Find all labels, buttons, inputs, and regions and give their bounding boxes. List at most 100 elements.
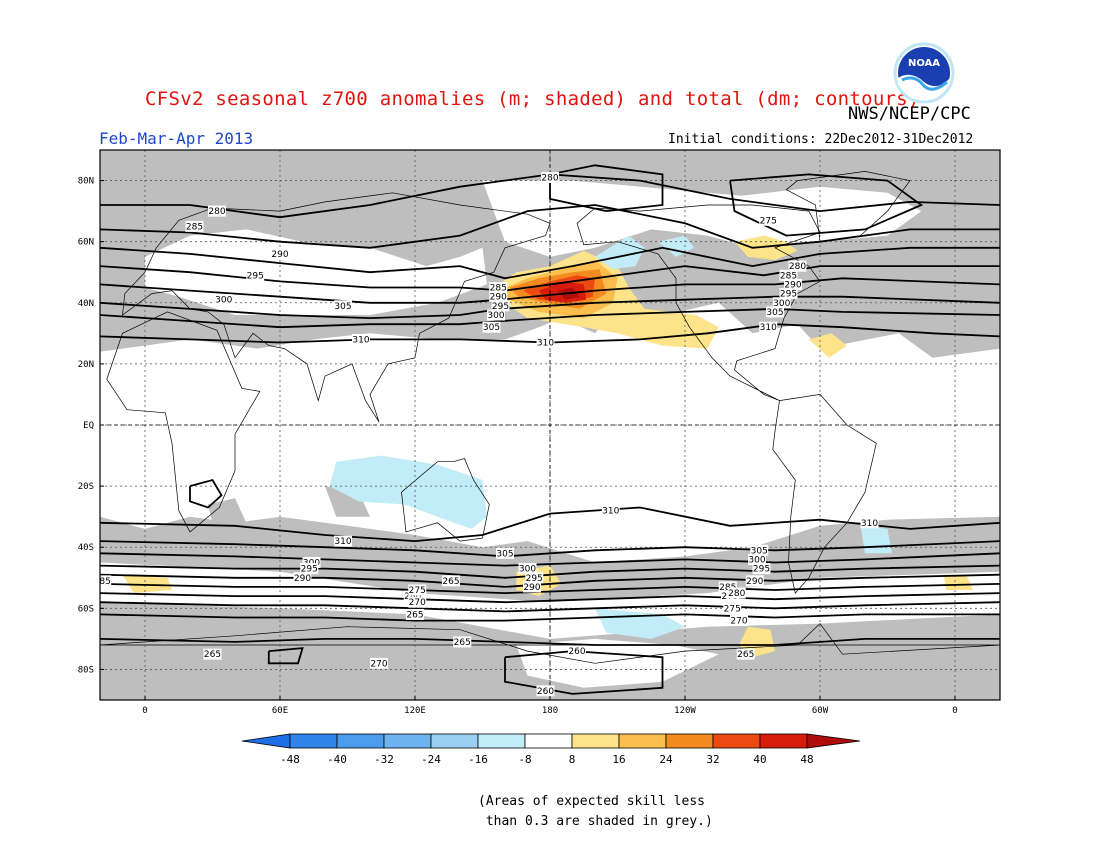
contour-label-bg [489,291,508,303]
contour-label-bg [271,248,289,260]
contour-label: 300 [215,296,232,306]
contour-label-bg [730,615,748,627]
lat-tick-label: 20N [78,360,94,370]
lon-tick-label: 60W [812,706,829,716]
contour-label: 275 [760,216,777,226]
contour-label: 270 [370,659,387,669]
contour-label-bg [208,205,226,217]
colorbar-label: -8 [518,753,531,766]
colorbar-label: 24 [659,753,673,766]
coastlines [100,171,1000,664]
contour-label-bg [185,220,204,232]
colorbar-swatch [477,733,526,749]
contour-label-bg [860,517,879,529]
contour-label: 265 [204,650,221,660]
contour-label: 305 [334,302,351,312]
height-contour [100,506,1000,543]
contour-label-bg [718,581,737,593]
height-contour [100,613,1000,622]
contour-label-bg [752,563,771,575]
contour-label: 305 [766,308,783,318]
contour-label: 285 [94,577,111,587]
contour-label: 290 [294,574,311,584]
lon-tick-label: 0 [952,706,957,716]
colorbar-label: 32 [706,753,719,766]
contour-label-bg [766,306,784,318]
contour-label: 280 [541,174,558,184]
colorbar-swatch [524,733,573,749]
colorbar-swatch [430,733,479,749]
contour-label: 260 [537,687,554,697]
contour-label-bg [203,648,222,660]
contour-label-bg [352,333,370,345]
coastline [100,623,1000,664]
season-label: Feb-Mar-Apr 2013 [99,129,254,148]
contour-label-bg [302,557,321,568]
contour-label-bg [601,505,620,517]
contour-label-bg [334,300,352,312]
colorbar-label: -16 [468,753,488,766]
contour-label-bg [723,602,742,614]
contour-label: 300 [748,555,765,565]
contour-label: 280 [208,207,225,217]
contour-label: 265 [454,638,471,648]
lat-tick-label: 60S [78,604,94,614]
contour-label-bg [453,636,472,648]
contour-label: 310 [537,339,554,349]
lon-tick-label: 0 [142,706,147,716]
contour-label-bg [788,260,807,272]
contour-label-bg [370,657,388,669]
coastline [401,458,490,542]
noaa-logo: NOAA [893,42,955,104]
contour-label-bg [772,297,791,309]
colorbar-swatch [712,733,761,749]
contour-label: 270 [730,617,747,627]
skill-region [100,562,1000,639]
contour-label: 280 [728,589,745,599]
contour-label: 290 [271,250,288,260]
contour-label: 280 [789,262,806,272]
contour-label-bg [750,544,769,556]
contour-label: 270 [409,598,426,608]
height-contour [100,583,1000,595]
contour-label: 295 [492,302,509,312]
contour-label: 290 [523,583,540,593]
contour-label-bg [541,172,559,183]
contour-label-bg [759,321,778,333]
contour-label-bg [727,587,746,599]
contour-label-bg [246,269,265,281]
contour-label-bg [406,608,424,620]
colorbar-label: -40 [327,753,347,766]
contour-label-bg [334,535,352,547]
contour-label: 305 [483,323,500,333]
contour-label-bg [487,309,505,321]
lat-tick-label: EQ [83,421,94,431]
contour-label: 265 [406,610,423,620]
height-contour [100,564,1000,579]
lon-tick-label: 120W [674,706,696,716]
contour-label: 300 [519,565,536,575]
colorbar-label: 16 [612,753,625,766]
contour-label-bg [745,575,764,587]
contour-label: 295 [247,271,264,281]
colorbar-label: 40 [753,753,766,766]
height-contour [100,540,1000,558]
height-contour [100,323,1000,344]
lon-tick-label: 120E [404,706,426,716]
contour-label: 295 [753,565,770,575]
height-contour [100,638,1000,646]
contour-label-bg [736,648,755,660]
contour-label-bg [408,596,427,608]
noaa-logo-text: NOAA [908,58,940,69]
agency-label: NWS/NCEP/CPC [848,104,971,124]
height-contour [189,478,223,509]
anomaly-region [860,525,892,554]
contour-label-bg [748,553,766,565]
axis-labels: 80N 60N 40N 20N EQ 20S 40S 60S 80S 0 60E 120E 180 120… [78,177,958,716]
lat-tick-label: 80S [78,665,94,675]
height-contour [100,592,1000,604]
contour-label: 260 [568,647,585,657]
lon-tick-label: 180 [542,706,558,716]
contour-label-bg [759,214,778,226]
